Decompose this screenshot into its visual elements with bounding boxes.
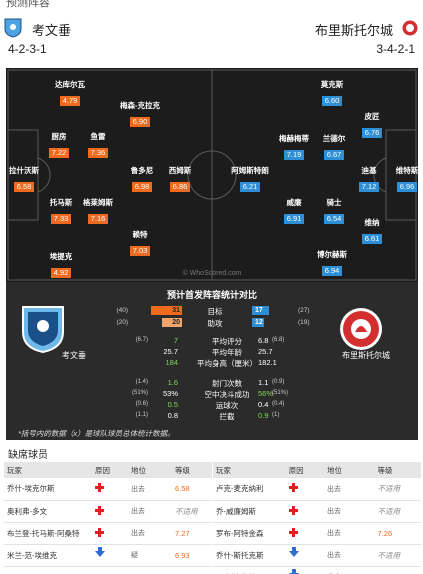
- injury-icon: [288, 505, 298, 515]
- away-goals-bar: [252, 306, 269, 315]
- pitch-lines: [7, 69, 417, 281]
- table-row: 马克斯-伯德 出去 6.47: [213, 566, 421, 574]
- home-player[interactable]: 格莱姆斯 7.16: [83, 198, 113, 224]
- home-player[interactable]: 埃提克 4.92: [49, 252, 73, 278]
- stat-row-interceptions: (1.1) 0.8 拦截 0.9 (1): [135, 411, 280, 421]
- home-missing-table: 玩家 原因 地位 等级 乔什-埃克尔斯 出去 6.58 奥利弗-多文 出去 不适…: [4, 462, 212, 567]
- col-reason: 原因: [92, 462, 128, 478]
- col-rating: 等级: [374, 462, 421, 478]
- table-row: 奥利弗-多文 出去 不适用: [4, 500, 212, 523]
- lineup-stats-panel: 预计首发阵容统计对比 考文垂 布里斯托尔城 (40) 31 目标 17 (27)…: [6, 282, 418, 440]
- away-player[interactable]: 兰德尔 6.67: [322, 134, 346, 160]
- home-player[interactable]: 西姆斯 6.86: [168, 166, 192, 192]
- doubt-arrow-icon: [288, 546, 299, 557]
- away-player[interactable]: 莫克斯 6.60: [320, 80, 344, 106]
- player-name[interactable]: 米兰-范-埃维克: [4, 544, 92, 567]
- watermark: © WhoScored.com: [182, 270, 242, 277]
- home-player[interactable]: 鲁多尼 6.98: [130, 166, 154, 192]
- home-goals-bar: [151, 306, 182, 315]
- home-big-crest-icon: [22, 306, 64, 354]
- table-row: 米兰-范-埃维克 疑 6.93: [4, 544, 212, 567]
- player-name[interactable]: 罗布-阿特金森: [213, 522, 286, 545]
- home-formation: 4-2-3-1: [8, 42, 47, 56]
- stat-row-avg-rating: (6.7) 7 平均评分 6.8 (6.8): [135, 336, 285, 346]
- doubt-arrow-icon: [288, 568, 299, 574]
- stat-row-aerial: (51%) 53% 空中决斗成功 56% (51%): [131, 389, 289, 399]
- home-player[interactable]: 托马斯 7.33: [49, 198, 73, 224]
- away-player[interactable]: 梅赫梅蒂 7.19: [279, 134, 309, 160]
- doubt-arrow-icon: [95, 546, 105, 557]
- away-player[interactable]: 威廉 6.91: [264, 198, 324, 226]
- player-name[interactable]: 奥利弗-多文: [4, 500, 92, 523]
- injury-icon: [288, 527, 298, 537]
- home-player[interactable]: 拉什沃斯 6.58: [9, 166, 39, 192]
- stat-row-dribbles: (0.6) 0.5 运球次 0.4 (0.4): [135, 400, 285, 410]
- injury-icon: [288, 483, 298, 493]
- table-row: 乔-威廉姆斯 出去 不适用: [213, 500, 421, 523]
- col-status: 地位: [128, 462, 172, 478]
- stats-footnote: *括号内的数据（x）是球队球员总体统计数据。: [18, 429, 175, 438]
- away-player[interactable]: 皮匠 6.76: [342, 112, 402, 140]
- home-player[interactable]: 梅森-克拉克 6.90: [120, 101, 160, 127]
- away-assists-bar: [252, 318, 264, 327]
- away-player[interactable]: 博尔赫斯 6.94: [317, 250, 347, 276]
- away-player[interactable]: 迪基 7.12: [339, 166, 399, 194]
- home-big-team-name: 考文垂: [62, 351, 86, 360]
- player-name[interactable]: 乔-威廉姆斯: [213, 500, 286, 523]
- away-team-name[interactable]: 布里斯托尔城: [314, 23, 393, 38]
- match-header: 考文垂 4-2-3-1 布里斯托尔城 3-4-2-1: [0, 12, 423, 66]
- injury-icon: [95, 505, 104, 515]
- missing-players-title: 缺席球员: [8, 450, 48, 461]
- stat-bar-assists: (20) 20 助攻 12 (19): [116, 318, 310, 328]
- away-player[interactable]: 维纳 6.61: [342, 218, 402, 246]
- away-player[interactable]: 阿姆斯特朗 6.21: [231, 166, 269, 192]
- lineup-pitch: 达库尔瓦 4.79 厨房 7.22 鱼雷 7.36 梅森-克拉克 6.90 拉什…: [6, 68, 418, 282]
- player-name[interactable]: 马克斯-伯德: [213, 566, 286, 574]
- away-player[interactable]: 维特斯 6.96: [395, 166, 418, 192]
- col-rating: 等级: [172, 462, 212, 478]
- col-player: 玩家: [4, 462, 92, 478]
- injury-icon: [95, 483, 104, 493]
- col-reason: 原因: [285, 462, 325, 478]
- injury-icon: [95, 527, 104, 537]
- away-formation: 3-4-2-1: [376, 42, 415, 56]
- table-row: 乔什-斯托克斯 出去 不适用: [213, 544, 421, 567]
- col-status: 地位: [324, 462, 375, 478]
- away-crest-icon: [401, 19, 419, 37]
- player-name[interactable]: 布兰登-托马斯-阿桑特: [4, 522, 92, 545]
- away-missing-table: 玩家 原因 地位 等级 卢克-麦克纳利 出去 不适用 乔-威廉姆斯 出去 不适用…: [213, 462, 421, 574]
- home-player[interactable]: 赖特 7.03: [110, 230, 170, 258]
- player-name[interactable]: 卢克-麦克纳利: [213, 478, 286, 501]
- home-player[interactable]: 鱼雷 7.36: [68, 132, 128, 160]
- table-row: 乔什-埃克尔斯 出去 6.58: [4, 478, 212, 501]
- home-crest-icon: [4, 18, 22, 38]
- page-header-fragment: 预测阵容: [6, 0, 50, 9]
- home-player[interactable]: 厨房 7.22: [29, 132, 89, 160]
- table-row: 卢克-麦克纳利 出去 不适用: [213, 478, 421, 501]
- stat-bar-goals: (40) 31 目标 17 (27): [116, 306, 310, 316]
- player-name[interactable]: 乔什-斯托克斯: [213, 544, 286, 567]
- home-player[interactable]: 达库尔瓦 4.79: [55, 80, 85, 106]
- stat-row-avg-age: 25.7 平均年龄 25.7: [163, 347, 273, 357]
- away-big-team-name: 布里斯托尔城: [342, 351, 390, 360]
- col-player: 玩家: [213, 462, 286, 478]
- home-assists-bar: [162, 318, 182, 327]
- table-row: 罗布-阿特金森 出去 7.26: [213, 522, 421, 545]
- stats-title: 预计首发阵容统计对比: [166, 290, 257, 300]
- stat-row-avg-height: 184 平均身高（厘米） 182.1: [165, 358, 277, 368]
- table-row: 布兰登-托马斯-阿桑特 出去 7.27: [4, 522, 212, 545]
- away-player[interactable]: 骑士 6.54: [304, 198, 364, 226]
- home-team-name[interactable]: 考文垂: [32, 23, 72, 38]
- stat-row-shots: (1.4) 1.6 射门次数 1.1 (0.9): [135, 378, 285, 388]
- away-big-crest-icon: [340, 308, 382, 350]
- player-name[interactable]: 乔什-埃克尔斯: [4, 478, 92, 501]
